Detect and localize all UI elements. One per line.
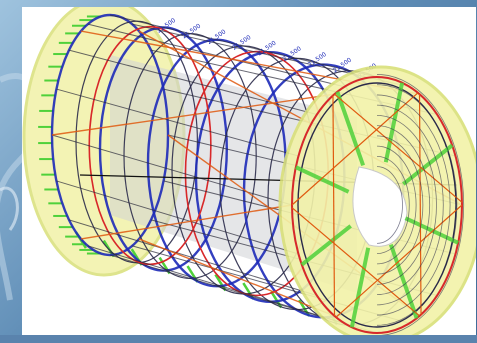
front-grid-arc xyxy=(376,94,451,316)
front-diagonal xyxy=(291,92,419,206)
front-grid-arc xyxy=(376,166,403,244)
flange-spoke xyxy=(349,247,371,328)
front-inner-ring xyxy=(297,82,457,328)
longitudinal-member xyxy=(51,134,293,206)
front-grid-arc xyxy=(376,74,465,336)
longitudinal-member xyxy=(56,88,299,157)
longitudinal-member xyxy=(68,49,318,115)
flange-hole xyxy=(352,166,408,247)
front-diagonal xyxy=(334,93,463,203)
longitudinal-member xyxy=(68,219,318,296)
front-grid-arc xyxy=(376,155,410,255)
front-grid-arc xyxy=(376,135,424,275)
front-diagonal xyxy=(332,95,336,316)
flange-spoke xyxy=(294,165,350,194)
diagonal-brace xyxy=(80,204,293,240)
longitudinal-member xyxy=(109,14,378,78)
longitudinal-member xyxy=(87,245,345,324)
flange-spoke xyxy=(335,91,366,167)
cylinder-model-icon: 21.500 21.500 21.500 21.500 21.500 21.500 21.5… xyxy=(22,7,476,343)
front-diagonal xyxy=(335,204,463,318)
front-diagonal xyxy=(418,94,422,315)
model-viewport[interactable]: 21.500 21.500 21.500 21.500 21.500 21.500 21.5… xyxy=(22,7,476,343)
front-diagonal xyxy=(291,207,420,317)
bottom-strip xyxy=(0,335,477,343)
diagonal-brace xyxy=(138,238,335,317)
flange-spoke xyxy=(300,224,352,267)
longitudinal-member xyxy=(56,180,299,255)
diagonal-brace xyxy=(51,93,335,136)
front-ring-detail xyxy=(291,74,465,336)
front-flange xyxy=(278,65,476,343)
longitudinal-member xyxy=(87,23,345,88)
front-grid-arc xyxy=(376,125,431,285)
front-grid-arc xyxy=(376,84,458,326)
front-grid-arc xyxy=(376,145,417,265)
front-grid-arc xyxy=(376,115,437,295)
front-grid-arc xyxy=(376,104,444,306)
